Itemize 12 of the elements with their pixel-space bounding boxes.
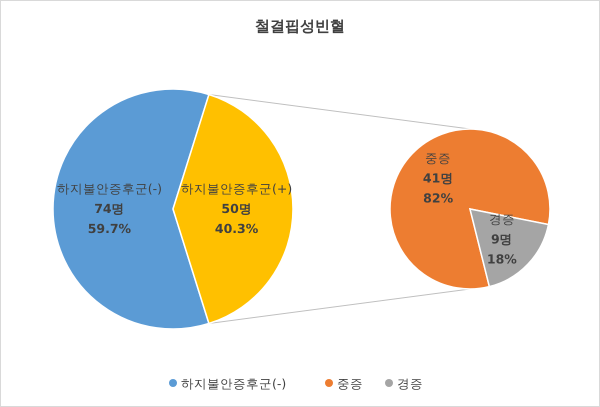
legend-label: 하지불안증후군(-) [181, 376, 286, 391]
slice-label: 경증 [488, 211, 515, 226]
data-label: 41명 82% [422, 170, 454, 206]
data-label: 74명 59.7% [88, 201, 132, 236]
pie-slice [389, 128, 551, 290]
legend-label: 중증 [337, 376, 363, 391]
slice-label: 중증 [425, 150, 452, 166]
data-label: 50명 40.3% [214, 201, 259, 236]
chart-title: 철결핍성빈혈 [255, 17, 345, 35]
slice-label: 하지불안증후군(-) [56, 181, 162, 196]
legend-label: 경증 [397, 376, 423, 391]
data-label: 9명 18% [486, 231, 518, 266]
